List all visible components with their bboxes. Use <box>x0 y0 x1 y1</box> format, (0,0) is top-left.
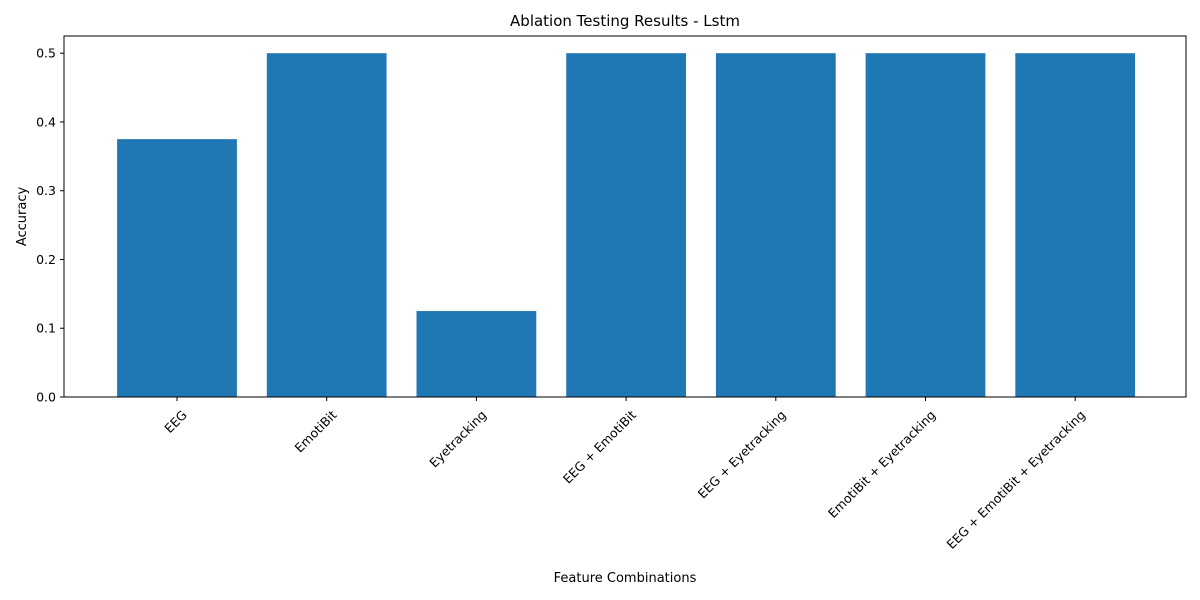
chart-title: Ablation Testing Results - Lstm <box>510 12 740 30</box>
bar-5 <box>865 53 986 397</box>
bar-4 <box>715 53 836 397</box>
bar-2 <box>416 311 537 397</box>
y-axis-label: Accuracy <box>15 187 30 247</box>
bar-0 <box>117 139 237 397</box>
y-tick-label-1: 0.1 <box>36 321 56 336</box>
y-axis: 0.0 0.1 0.2 0.3 0.4 0.5 <box>36 46 64 405</box>
y-tick-label-2: 0.2 <box>36 252 56 267</box>
y-tick-label-5: 0.5 <box>36 46 56 61</box>
x-axis-label: Feature Combinations <box>554 571 697 586</box>
bar-3 <box>566 53 686 397</box>
bar-1 <box>266 53 387 397</box>
y-tick-label-0: 0.0 <box>36 390 56 405</box>
bar-6 <box>1015 53 1136 397</box>
y-tick-label-3: 0.3 <box>36 183 56 198</box>
bars-group <box>117 53 1136 397</box>
plot-frame <box>63 35 1187 398</box>
y-tick-label-4: 0.4 <box>36 114 56 129</box>
